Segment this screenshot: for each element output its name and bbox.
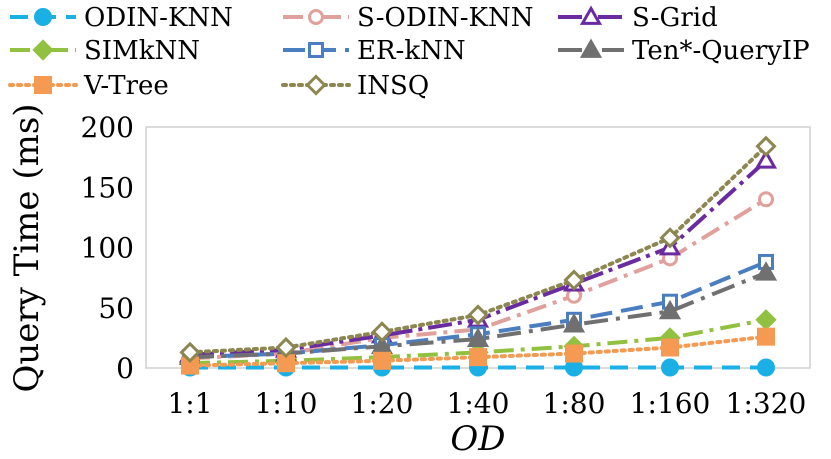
data-point bbox=[565, 344, 583, 363]
y-tick-label: 200 bbox=[81, 111, 134, 144]
legend-swatch-marker bbox=[579, 5, 603, 25]
legend-item: S-Grid bbox=[558, 3, 718, 33]
y-axis-ticks: 0 50 100 150 200 bbox=[81, 111, 134, 385]
x-axis-title: OD bbox=[450, 419, 505, 459]
x-tick-label: 1:160 bbox=[630, 387, 711, 420]
legend-swatch-marker bbox=[308, 42, 324, 58]
series-v-tree bbox=[181, 327, 775, 375]
legend-label: SIMkNN bbox=[84, 36, 200, 66]
data-point bbox=[659, 227, 681, 249]
data-point bbox=[754, 261, 778, 281]
legend-swatch-marker bbox=[308, 9, 324, 25]
data-point bbox=[469, 348, 487, 367]
legend-label: S-ODIN-KNN bbox=[357, 3, 533, 33]
data-point bbox=[467, 304, 489, 326]
data-point bbox=[562, 313, 586, 333]
legend-label: ODIN-KNN bbox=[84, 3, 233, 33]
series-insq bbox=[179, 135, 777, 363]
data-point bbox=[757, 358, 775, 377]
legend-swatch-marker bbox=[32, 39, 54, 61]
legend-item: V-Tree bbox=[8, 71, 169, 101]
legend-item: INSQ bbox=[281, 71, 429, 101]
legend-swatch-marker bbox=[579, 38, 603, 58]
x-tick-label: 1:20 bbox=[351, 387, 414, 420]
data-point bbox=[371, 321, 393, 343]
legend-swatch-marker bbox=[305, 74, 327, 96]
legend-item: S-ODIN-KNN bbox=[283, 3, 533, 33]
x-tick-label: 1:1 bbox=[167, 387, 212, 420]
plot-area: 0 50 100 150 200 1:1 1:10 1:20 1:40 1:80 1:160 1:3… bbox=[81, 111, 811, 420]
legend-item: ODIN-KNN bbox=[10, 3, 233, 33]
legend-item: Ten*-QueryIP bbox=[558, 36, 810, 66]
x-tick-label: 1:320 bbox=[726, 387, 807, 420]
legend-item: SIMkNN bbox=[10, 36, 200, 66]
y-tick-label: 100 bbox=[81, 232, 134, 265]
data-point bbox=[661, 338, 679, 357]
legend-label: S-Grid bbox=[632, 3, 718, 33]
legend-label: V-Tree bbox=[83, 71, 169, 101]
y-tick-label: 0 bbox=[116, 352, 134, 385]
legend: ODIN-KNN S-ODIN-KNN S-Grid SIMkNN ER-kNN Ten*… bbox=[8, 3, 810, 101]
data-point bbox=[275, 336, 297, 359]
legend-label: ER-kNN bbox=[357, 36, 466, 66]
legend-label: INSQ bbox=[357, 71, 429, 101]
y-tick-label: 50 bbox=[98, 292, 134, 325]
series-layer bbox=[178, 135, 778, 377]
data-point bbox=[661, 358, 679, 377]
y-axis-title: Query Time (ms) bbox=[7, 103, 47, 392]
legend-swatch-marker bbox=[34, 76, 52, 94]
data-point bbox=[758, 191, 774, 208]
data-point bbox=[563, 269, 585, 291]
data-point bbox=[754, 149, 778, 169]
data-point bbox=[179, 341, 201, 363]
data-point bbox=[755, 135, 777, 157]
y-tick-label: 150 bbox=[81, 171, 134, 204]
x-tick-label: 1:80 bbox=[543, 387, 606, 420]
x-tick-label: 1:10 bbox=[255, 387, 318, 420]
legend-label: Ten*-QueryIP bbox=[632, 36, 810, 66]
legend-item: ER-kNN bbox=[283, 36, 466, 66]
data-point bbox=[373, 351, 391, 370]
x-tick-label: 1:40 bbox=[447, 387, 510, 420]
data-point bbox=[757, 327, 775, 346]
data-point bbox=[755, 309, 777, 331]
data-point bbox=[466, 327, 490, 347]
legend-swatch-marker bbox=[34, 8, 52, 26]
data-point bbox=[658, 299, 682, 320]
x-axis-ticks: 1:1 1:10 1:20 1:40 1:80 1:160 1:320 bbox=[167, 387, 806, 420]
